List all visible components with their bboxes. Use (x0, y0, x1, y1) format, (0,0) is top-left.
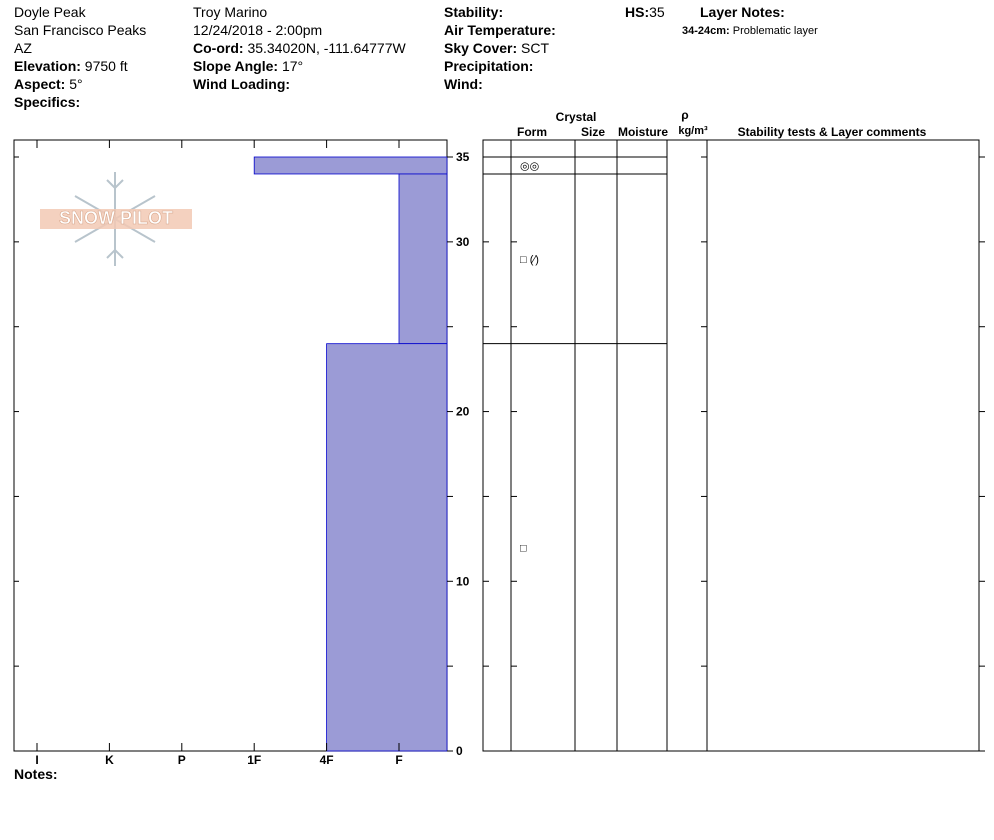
header: Size (581, 125, 605, 139)
x-tick-label: K (105, 753, 114, 767)
value: 35 (649, 4, 665, 20)
value: Problematic layer (732, 25, 818, 37)
layer-notes-title: Layer Notes: (700, 3, 785, 21)
field: Specifics: (14, 93, 146, 111)
label: HS: (625, 4, 650, 20)
field: Wind: (444, 75, 556, 93)
line: 12/24/2018 - 2:00pm (193, 22, 323, 38)
header-col3: Stability: Air Temperature: Sky Cover: S… (444, 3, 556, 93)
header: Crystal (556, 110, 597, 124)
label: Notes: (14, 766, 58, 782)
label: Elevation: (14, 58, 81, 74)
value: 35.34020N, -111.64777W (247, 40, 406, 56)
x-tick-label: 4F (320, 753, 334, 767)
field: Sky Cover: SCT (444, 39, 556, 57)
crystal-form: ◎◎ (520, 160, 539, 172)
hardness-layer (253, 156, 448, 175)
label: Specifics: (14, 94, 81, 110)
logo-band (40, 209, 192, 229)
notes: Notes: (14, 765, 58, 783)
label: Wind Loading: (193, 76, 291, 92)
field: Precipitation: (444, 57, 556, 75)
line: Doyle Peak (14, 4, 86, 20)
label: 34-24cm: (682, 25, 730, 37)
y-tick-label: 35 (456, 150, 470, 164)
label: Wind: (444, 76, 483, 92)
label: Sky Cover: (444, 40, 518, 56)
header: Form (517, 125, 547, 139)
value: 9750 ft (84, 58, 128, 74)
logo-text: SNOW PILOT (59, 208, 173, 228)
label: Stability: (444, 4, 504, 20)
line: San Francisco Peaks (14, 22, 147, 38)
x-tick-label: I (35, 753, 38, 767)
header-col1: Doyle Peak San Francisco Peaks AZ Elevat… (14, 3, 146, 111)
label: Aspect: (14, 76, 66, 92)
field: Wind Loading: (193, 75, 406, 93)
line: Troy Marino (193, 4, 268, 20)
label: Co-ord: (193, 40, 244, 56)
x-tick-label: F (395, 753, 402, 767)
y-tick-label: 0 (456, 744, 463, 758)
title: Layer Notes: (700, 4, 785, 20)
field: Air Temperature: (444, 21, 556, 39)
header-col2: Troy Marino 12/24/2018 - 2:00pm Co-ord: … (193, 3, 406, 93)
table-headers: Crystal Form Size Moisture ρ kg/m³ Stabi… (517, 108, 927, 139)
x-tick-label: P (178, 753, 186, 767)
x-tick-label: 1F (247, 753, 261, 767)
hs: HS:35 (625, 3, 665, 21)
field: Co-ord: 35.34020N, -111.64777W (193, 39, 406, 57)
table-columns (510, 140, 708, 751)
header: Moisture (618, 125, 668, 139)
header: kg/m³ (678, 125, 708, 137)
hardness-layer (326, 343, 448, 752)
value: SCT (521, 40, 550, 56)
field: Aspect: 5° (14, 75, 146, 93)
y-tick-label: 30 (456, 235, 470, 249)
label: Air Temperature: (444, 22, 556, 38)
header: ρ (681, 108, 688, 122)
hardness-layer (398, 173, 448, 345)
crystal-frame (482, 139, 980, 752)
y-tick-label: 10 (456, 574, 470, 588)
layer-note: 34-24cm: Problematic layer (682, 22, 818, 40)
label: Precipitation: (444, 58, 534, 74)
crystal-form: □ (⁄) (520, 254, 539, 266)
value: 5° (69, 76, 83, 92)
line: AZ (14, 40, 32, 56)
header: Stability tests & Layer comments (738, 125, 927, 139)
value: 17° (281, 58, 304, 74)
field: Slope Angle: 17° (193, 57, 406, 75)
field: Elevation: 9750 ft (14, 57, 146, 75)
label: Slope Angle: (193, 58, 279, 74)
field: Stability: (444, 3, 556, 21)
y-tick-label: 20 (456, 405, 470, 419)
crystal-form: □ (520, 542, 527, 554)
